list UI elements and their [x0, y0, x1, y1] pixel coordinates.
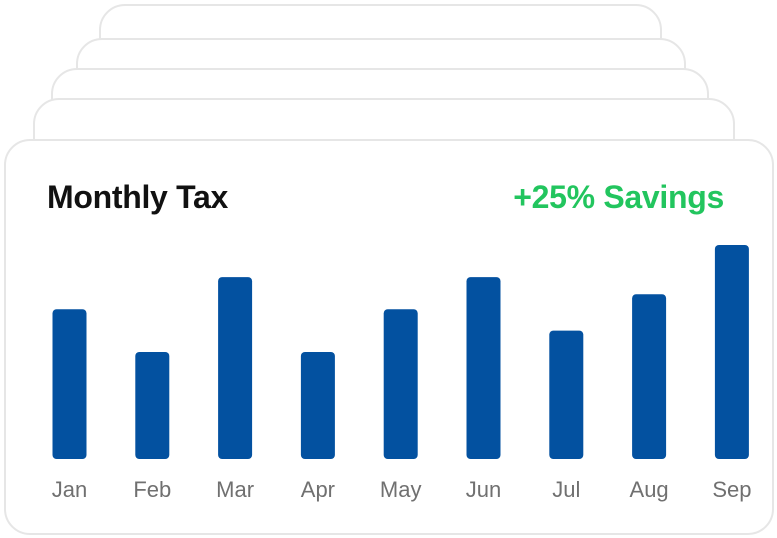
- x-tick-label-aug: Aug: [630, 477, 669, 502]
- bar-sep: [714, 245, 749, 459]
- savings-badge: +25% Savings: [513, 179, 724, 215]
- bar-jan: [52, 309, 87, 459]
- x-tick-label-may: May: [380, 477, 422, 502]
- bar-jul: [549, 330, 584, 459]
- bar-may: [383, 309, 418, 459]
- x-tick-label-jan: Jan: [52, 477, 87, 502]
- bar-aug: [632, 294, 667, 459]
- x-tick-label-sep: Sep: [712, 477, 751, 502]
- x-tick-label-mar: Mar: [216, 477, 254, 502]
- bar-chart: Jan Feb Mar Apr May Jun Jul Aug Sep: [52, 245, 751, 502]
- bar-jun: [466, 277, 501, 459]
- bar-apr: [300, 352, 335, 459]
- bar-feb: [135, 352, 170, 459]
- chart-title: Monthly Tax: [47, 179, 228, 215]
- x-tick-label-jun: Jun: [466, 477, 501, 502]
- monthly-tax-card: Monthly Tax +25% Savings Jan Feb Mar Apr May…: [4, 139, 774, 535]
- bar-mar: [218, 277, 253, 459]
- x-tick-label-jul: Jul: [552, 477, 580, 502]
- x-tick-label-feb: Feb: [133, 477, 171, 502]
- x-tick-label-apr: Apr: [301, 477, 335, 502]
